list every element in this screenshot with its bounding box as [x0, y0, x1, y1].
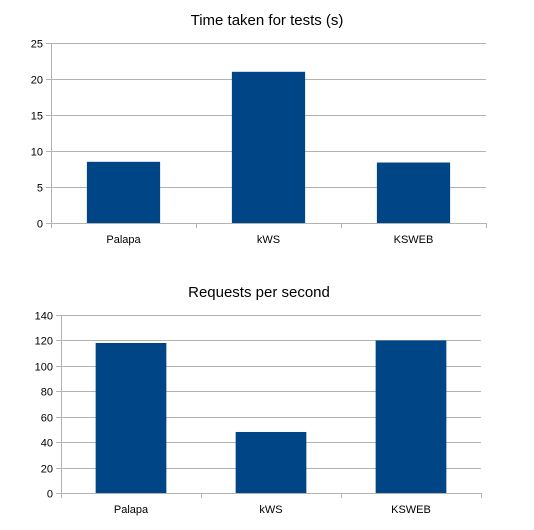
bar-palapa — [95, 342, 167, 493]
y-tick-label: 120 — [35, 336, 53, 348]
y-tick-label: 25 — [31, 39, 43, 51]
y-tick-label: 0 — [47, 489, 53, 501]
time-taken-chart: Time taken for tests (s) 0 5 10 15 20 25 Pala… — [31, 12, 487, 246]
y-axis: 0 20 40 60 80 100 120 140 — [35, 311, 62, 501]
y-tick-label: 5 — [37, 183, 43, 195]
y-tick-label: 20 — [31, 75, 43, 87]
bars — [86, 71, 451, 223]
y-tick-label: 80 — [41, 387, 53, 399]
x-category-label: kWS — [257, 234, 280, 246]
x-category-label: KSWEB — [394, 234, 434, 246]
requests-per-second-chart: Requests per second 0 20 40 60 80 100 120 140 P… — [35, 284, 482, 516]
y-tick-label: 10 — [31, 147, 43, 159]
bar-kws — [231, 71, 306, 223]
x-category-label: Palapa — [106, 234, 141, 246]
bar-palapa — [86, 161, 161, 223]
y-tick-label: 15 — [31, 111, 43, 123]
bars — [95, 340, 447, 493]
chart-title: Requests per second — [188, 284, 330, 301]
bar-ksweb — [376, 162, 451, 223]
y-tick-label: 100 — [35, 362, 53, 374]
x-category-label: kWS — [259, 504, 282, 516]
y-tick-label: 40 — [41, 438, 53, 450]
x-category-label: Palapa — [114, 504, 149, 516]
y-tick-label: 140 — [35, 311, 53, 323]
x-axis: Palapa kWS KSWEB — [51, 223, 487, 246]
y-tick-label: 0 — [37, 219, 43, 231]
y-tick-label: 20 — [41, 464, 53, 476]
y-axis: 0 5 10 15 20 25 — [31, 39, 52, 231]
chart-title: Time taken for tests (s) — [191, 12, 344, 29]
x-axis: Palapa kWS KSWEB — [61, 493, 482, 516]
x-category-label: KSWEB — [391, 504, 431, 516]
bar-kws — [235, 431, 307, 493]
y-tick-label: 60 — [41, 413, 53, 425]
bar-ksweb — [375, 340, 447, 493]
